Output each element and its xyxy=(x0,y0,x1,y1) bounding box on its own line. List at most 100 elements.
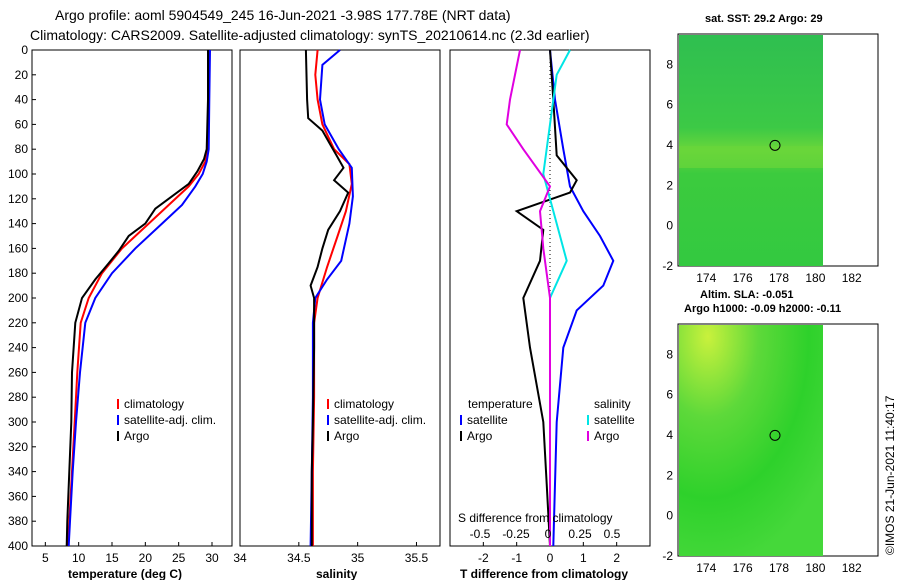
y-tick-label: 240 xyxy=(8,341,28,355)
map-x-tick-label: 180 xyxy=(805,271,825,285)
y-tick-label: 280 xyxy=(8,390,28,404)
s-difference-tick-label: 0 xyxy=(545,527,552,541)
temperature-legend-argo: Argo xyxy=(124,429,150,443)
temperature-axis-label: temperature (deg C) xyxy=(68,567,182,580)
salinity-marks: 34 34.5 35 35.5 xyxy=(233,49,429,565)
y-tick-label: 220 xyxy=(8,316,28,330)
sla-map: Altim. SLA: -0.051 Argo h1000: -0.09 h20… xyxy=(662,289,879,575)
x-tick-label: 34 xyxy=(233,551,247,565)
salinity-axis-label: salinity xyxy=(316,567,358,580)
difference-legend-t-satellite: satellite xyxy=(467,413,508,427)
series-line-t-satellite xyxy=(549,49,615,547)
s-difference-ticks: -0.5 -0.25 0 0.25 0.5 xyxy=(470,527,621,541)
x-tick-label: 30 xyxy=(205,551,219,565)
x-tick-label: 1 xyxy=(580,551,587,565)
x-tick-label: 35 xyxy=(351,551,365,565)
x-tick-label: -1 xyxy=(511,551,522,565)
difference-legend-temperature-title: temperature xyxy=(468,397,533,411)
y-tick-label: 360 xyxy=(8,489,28,503)
y-tick-label: 200 xyxy=(8,291,28,305)
map-y-tick-label: -2 xyxy=(662,259,673,273)
map-y-tick-label: 4 xyxy=(666,428,673,442)
x-tick-label: 35.5 xyxy=(405,551,429,565)
sst-argo-location-marker xyxy=(769,139,781,151)
series-line-argo xyxy=(65,50,209,547)
x-tick-label: 20 xyxy=(139,551,153,565)
x-tick-label: 10 xyxy=(72,551,86,565)
salinity-plot-frame xyxy=(239,49,441,547)
map-x-tick-label: 178 xyxy=(769,271,789,285)
x-tick-label: 34.5 xyxy=(287,551,311,565)
series-line-satellite-adj-clim- xyxy=(67,49,211,547)
temperature-marks: 0 20 40 60 80 100 120 140 160 180 200 220 240 260 280 3… xyxy=(8,43,219,565)
y-tick-label: 180 xyxy=(8,266,28,280)
difference-legend-s-argo: Argo xyxy=(594,429,620,443)
sla-map-field xyxy=(679,325,823,556)
sst-map-warm-band xyxy=(679,146,823,168)
map-y-tick-label: 2 xyxy=(666,468,673,482)
y-tick-label: 320 xyxy=(8,440,28,454)
map-x-tick-label: 174 xyxy=(696,271,716,285)
salinity-legend: climatology satellite-adj. clim. Argo xyxy=(327,397,426,443)
x-tick-label: 5 xyxy=(42,551,49,565)
sst-map: sat. SST: 29.2 Argo: 29 174 176 178 180 182 -… xyxy=(662,13,879,285)
x-tick-label: 2 xyxy=(613,551,620,565)
y-tick-label: 340 xyxy=(8,465,28,479)
sst-map-ticks: 174 176 178 180 182 -2 0 2 4 6 8 xyxy=(662,57,862,285)
y-tick-label: 0 xyxy=(21,43,28,57)
y-tick-label: 40 xyxy=(15,93,29,107)
map-x-tick-label: 178 xyxy=(769,561,789,575)
y-tick-label: 140 xyxy=(8,217,28,231)
y-tick-label: 400 xyxy=(8,539,28,553)
map-x-tick-label: 176 xyxy=(733,561,753,575)
y-tick-label: 260 xyxy=(8,365,28,379)
map-y-tick-label: 8 xyxy=(666,57,673,71)
difference-marks: -2 -1 0 1 2 xyxy=(478,49,620,565)
s-difference-axis-label: S difference from climatology xyxy=(458,511,613,525)
y-tick-label: 380 xyxy=(8,514,28,528)
series-line-climatology xyxy=(67,49,211,547)
y-tick-label: 300 xyxy=(8,415,28,429)
x-tick-label: 15 xyxy=(105,551,119,565)
y-tick-label: 100 xyxy=(8,167,28,181)
temperature-plot-frame xyxy=(31,49,233,547)
x-tick-label: -2 xyxy=(478,551,489,565)
map-y-tick-label: 6 xyxy=(666,388,673,402)
difference-axis-label: T difference from climatology xyxy=(460,567,628,580)
imos-credit: ©IMOS 21-Jun-2021 11:40:17 xyxy=(883,395,897,555)
sla-map-ticks: 174 176 178 180 182 -2 0 2 4 6 8 xyxy=(662,347,862,575)
map-x-tick-label: 182 xyxy=(842,271,862,285)
map-x-tick-label: 174 xyxy=(696,561,716,575)
salinity-legend-climatology: climatology xyxy=(334,397,394,411)
sla-map-title: Altim. SLA: -0.051 xyxy=(700,289,794,301)
sst-map-title: sat. SST: 29.2 Argo: 29 xyxy=(705,13,823,25)
difference-legend: temperature satellite Argo salinity sate… xyxy=(458,397,635,541)
salinity-legend-satellite: satellite-adj. clim. xyxy=(334,413,426,427)
map-y-tick-label: 6 xyxy=(666,98,673,112)
y-tick-label: 160 xyxy=(8,241,28,255)
sla-argo-location-marker xyxy=(769,429,781,441)
x-tick-label: 25 xyxy=(172,551,186,565)
s-difference-tick-label: 0.5 xyxy=(604,527,621,541)
series-line-argo xyxy=(304,49,350,546)
s-difference-tick-label: -0.25 xyxy=(502,527,530,541)
map-x-tick-label: 182 xyxy=(842,561,862,575)
map-y-tick-label: 2 xyxy=(666,178,673,192)
map-y-tick-label: 8 xyxy=(666,347,673,361)
s-difference-tick-label: -0.5 xyxy=(470,527,491,541)
sla-map-subtitle: Argo h1000: -0.09 h2000: -0.11 xyxy=(684,303,841,315)
map-x-tick-label: 176 xyxy=(733,271,753,285)
series-line-s-satellite xyxy=(542,49,571,546)
figure-title-line1: Argo profile: aoml 5904549_245 16-Jun-20… xyxy=(55,7,511,23)
y-tick-label: 20 xyxy=(15,68,29,82)
x-tick-label: 0 xyxy=(547,551,554,565)
s-difference-tick-label: 0.25 xyxy=(568,527,592,541)
difference-legend-s-satellite: satellite xyxy=(594,413,635,427)
series-line-t-argo xyxy=(514,49,578,547)
temperature-legend-climatology: climatology xyxy=(124,397,184,411)
map-y-tick-label: 4 xyxy=(666,138,673,152)
difference-legend-t-argo: Argo xyxy=(467,429,493,443)
figure-title-line2: Climatology: CARS2009. Satellite-adjuste… xyxy=(30,27,590,43)
temperature-legend: climatology satellite-adj. clim. Argo xyxy=(117,397,216,443)
